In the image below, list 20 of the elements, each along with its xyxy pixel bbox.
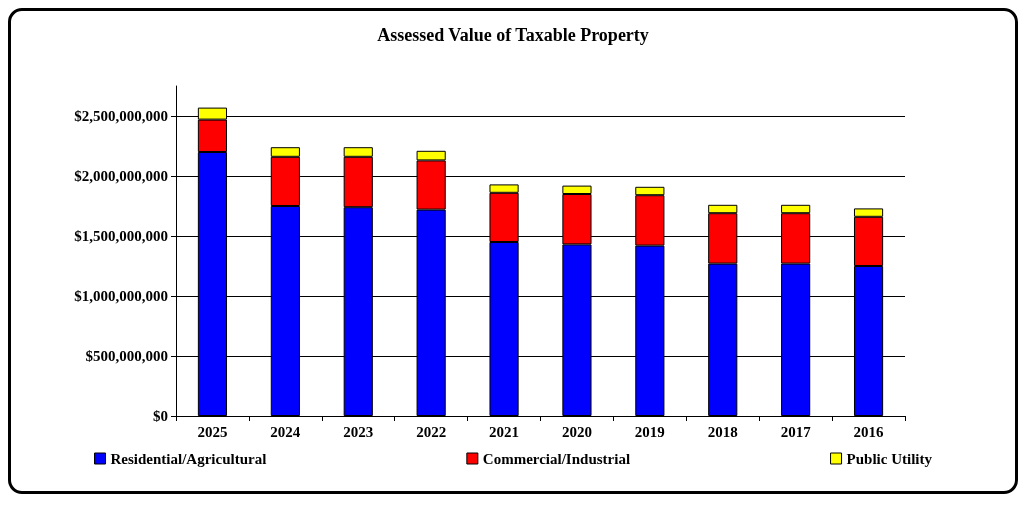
- y-tick-label: $1,500,000,000: [74, 228, 168, 244]
- x-tick-label: 2025: [197, 423, 228, 440]
- y-tick-label: $0: [153, 408, 168, 424]
- x-tick-label: 2018: [707, 423, 738, 440]
- x-tick-label: 2019: [634, 423, 665, 440]
- legend-label: Residential/Agricultural: [110, 450, 267, 467]
- legend-label: Commercial/Industrial: [482, 450, 631, 467]
- chart-title: Assessed Value of Taxable Property: [377, 25, 649, 45]
- x-tick-label: 2017: [780, 423, 812, 440]
- legend-label: Public Utility: [846, 450, 933, 467]
- x-tick-label: 2024: [270, 423, 301, 440]
- y-tick-label: $2,500,000,000: [74, 108, 168, 124]
- x-tick-label: 2021: [489, 423, 520, 440]
- y-tick-label: $1,000,000,000: [74, 288, 168, 304]
- x-tick-label: 2016: [853, 423, 885, 440]
- y-tick-label: $2,000,000,000: [74, 168, 168, 184]
- x-tick-label: 2022: [416, 423, 447, 440]
- x-tick-label: 2023: [343, 423, 374, 440]
- x-tick-label: 2020: [561, 423, 592, 440]
- y-tick-label: $500,000,000: [85, 348, 168, 364]
